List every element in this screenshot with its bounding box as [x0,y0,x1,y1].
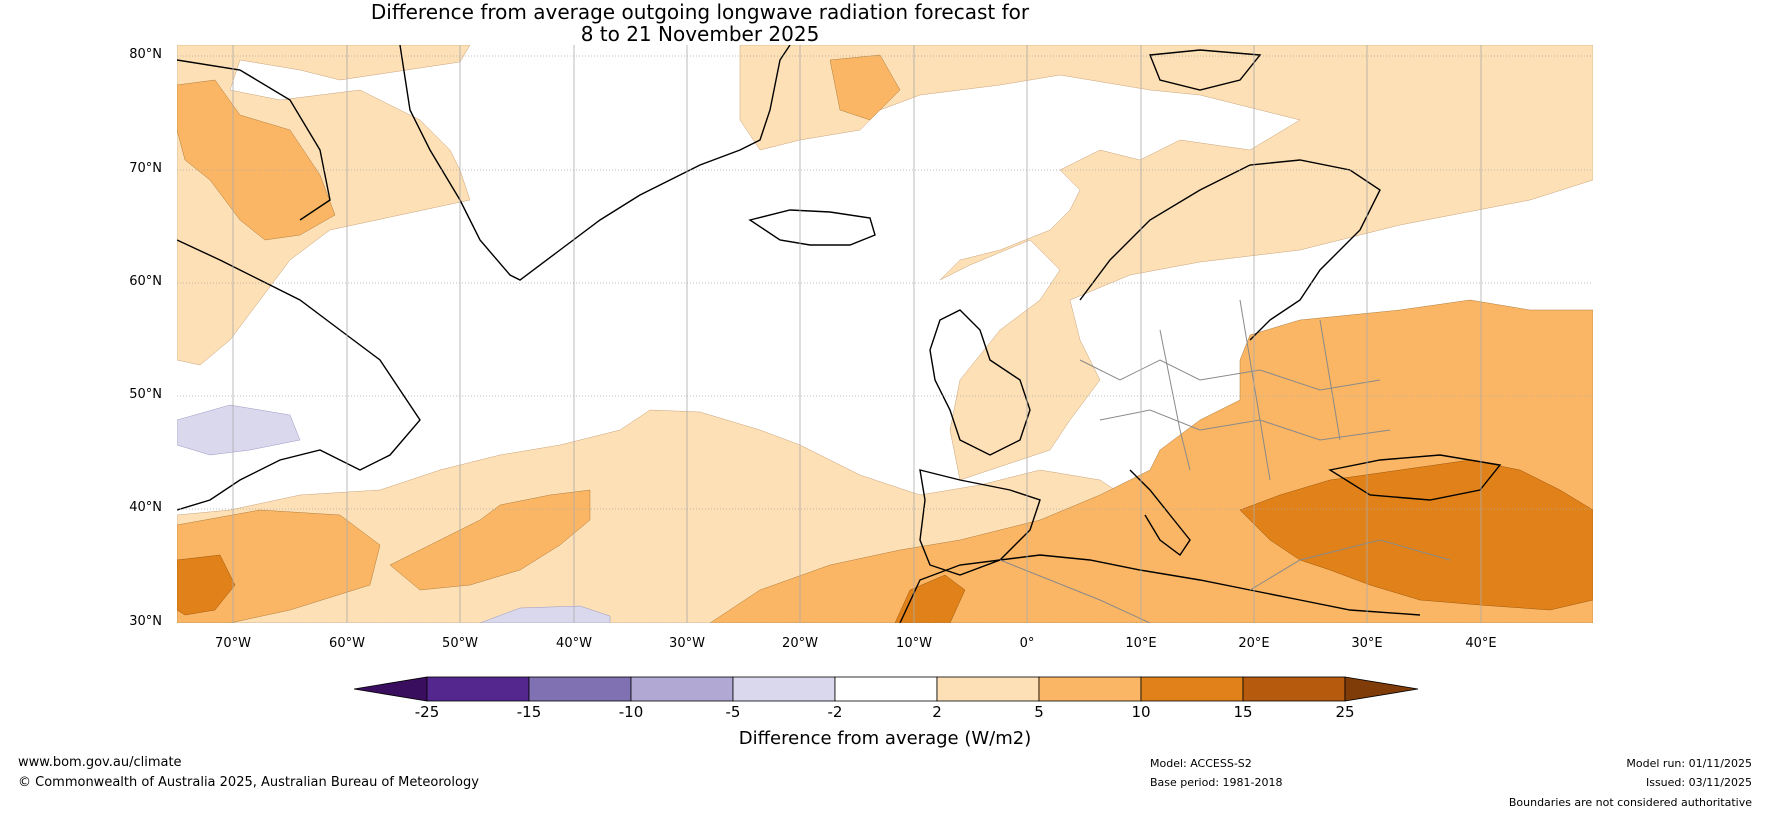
colorbar-swatch-extend-high [1344,676,1419,702]
coast-svalbard [1149,49,1262,91]
colorbar-swatch-extend-low [353,676,428,702]
colorbar-tick: 10 [1131,703,1151,721]
region-west-atlantic [177,509,381,623]
coast-italy [1129,469,1191,557]
region-saharan-dark [894,574,966,623]
graticule [177,45,1593,623]
meridians [232,45,1482,623]
colorbar-tick: -15 [516,703,542,721]
colorbar-swatch-3 [732,676,836,702]
region-atlantic-purple [479,605,611,623]
colorbar-swatch-5 [936,676,1040,702]
colorbar-tick: 15 [1233,703,1253,721]
footer-model-run: Model run: 01/11/2025 [1626,757,1752,770]
lon-label-40w: 40°W [556,636,592,651]
colorbar-swatch-0 [426,676,530,702]
colorbar-tick: -10 [618,703,644,721]
lat-label-50: 50°N [129,387,162,402]
coast-britain [929,309,1031,456]
lon-label-50w: 50°W [442,636,478,651]
lat-label-60: 60°N [129,274,162,289]
lon-label-0: 0° [1019,636,1035,651]
footer-url[interactable]: www.bom.gov.au/climate [18,755,182,770]
colorbar-swatch-2 [630,676,734,702]
colorbar [353,676,1419,702]
colorbar-swatch-8 [1242,676,1346,702]
footer-disclaimer: Boundaries are not considered authoritat… [1508,796,1752,809]
lon-label-70w: 70°W [215,636,251,651]
country-borders [999,299,1451,623]
coast-baffin [177,59,331,221]
lon-label-10w: 10°W [896,636,932,651]
colorbar-tick: -25 [414,703,440,721]
colorbar-tick: -2 [827,703,843,721]
colorbar-tick: 2 [932,703,942,721]
lat-label-40: 40°N [129,500,162,515]
chart-title-line2: 8 to 21 November 2025 [580,22,820,46]
lon-label-20w: 20°W [782,636,818,651]
coast-greenland [399,45,791,281]
lat-label-70: 70°N [129,161,162,176]
lon-label-20e: 20°E [1238,636,1270,651]
region-anatolia-dark [1239,459,1593,611]
lat-label-30: 30°N [129,614,162,629]
colorbar-tick: 25 [1335,703,1355,721]
colorbar-swatch-1 [528,676,632,702]
lon-label-40e: 40°E [1465,636,1497,651]
region-canada-orange [177,79,336,241]
region-arctic-orange [829,54,901,121]
colorbar-label: Difference from average (W/m2) [738,728,1032,749]
region-west-atlantic-dark [177,554,236,616]
coast-canada [177,239,421,511]
coast-black-sea [1328,454,1502,501]
footer-base-period: Base period: 1981-2018 [1150,776,1283,789]
lon-label-30e: 30°E [1351,636,1383,651]
colorbar-swatch-6 [1038,676,1142,702]
colorbar-tick: 5 [1034,703,1044,721]
anomaly-minus5-to-minus2 [177,404,611,623]
chart-title-line1: Difference from average outgoing longwav… [370,0,1030,24]
lat-label-80: 80°N [129,47,162,62]
lon-label-10e: 10°E [1125,636,1157,651]
coast-north-africa [899,554,1421,623]
parallels [177,55,1593,623]
coastlines [177,45,1502,623]
colorbar-tick: -5 [725,703,741,721]
lon-label-30w: 30°W [669,636,705,651]
region-mid-atlantic [389,489,591,591]
map-panel [177,45,1593,623]
lon-label-60w: 60°W [329,636,365,651]
coast-iceland [748,209,876,246]
region-quebec-purple [177,404,301,456]
footer-model: Model: ACCESS-S2 [1150,757,1252,770]
anomaly-10-to-15 [177,459,1593,623]
colorbar-swatch-4 [834,676,938,702]
colorbar-swatch-7 [1140,676,1244,702]
footer-issued: Issued: 03/11/2025 [1645,776,1752,789]
footer-copyright: © Commonwealth of Australia 2025, Austra… [18,775,479,790]
